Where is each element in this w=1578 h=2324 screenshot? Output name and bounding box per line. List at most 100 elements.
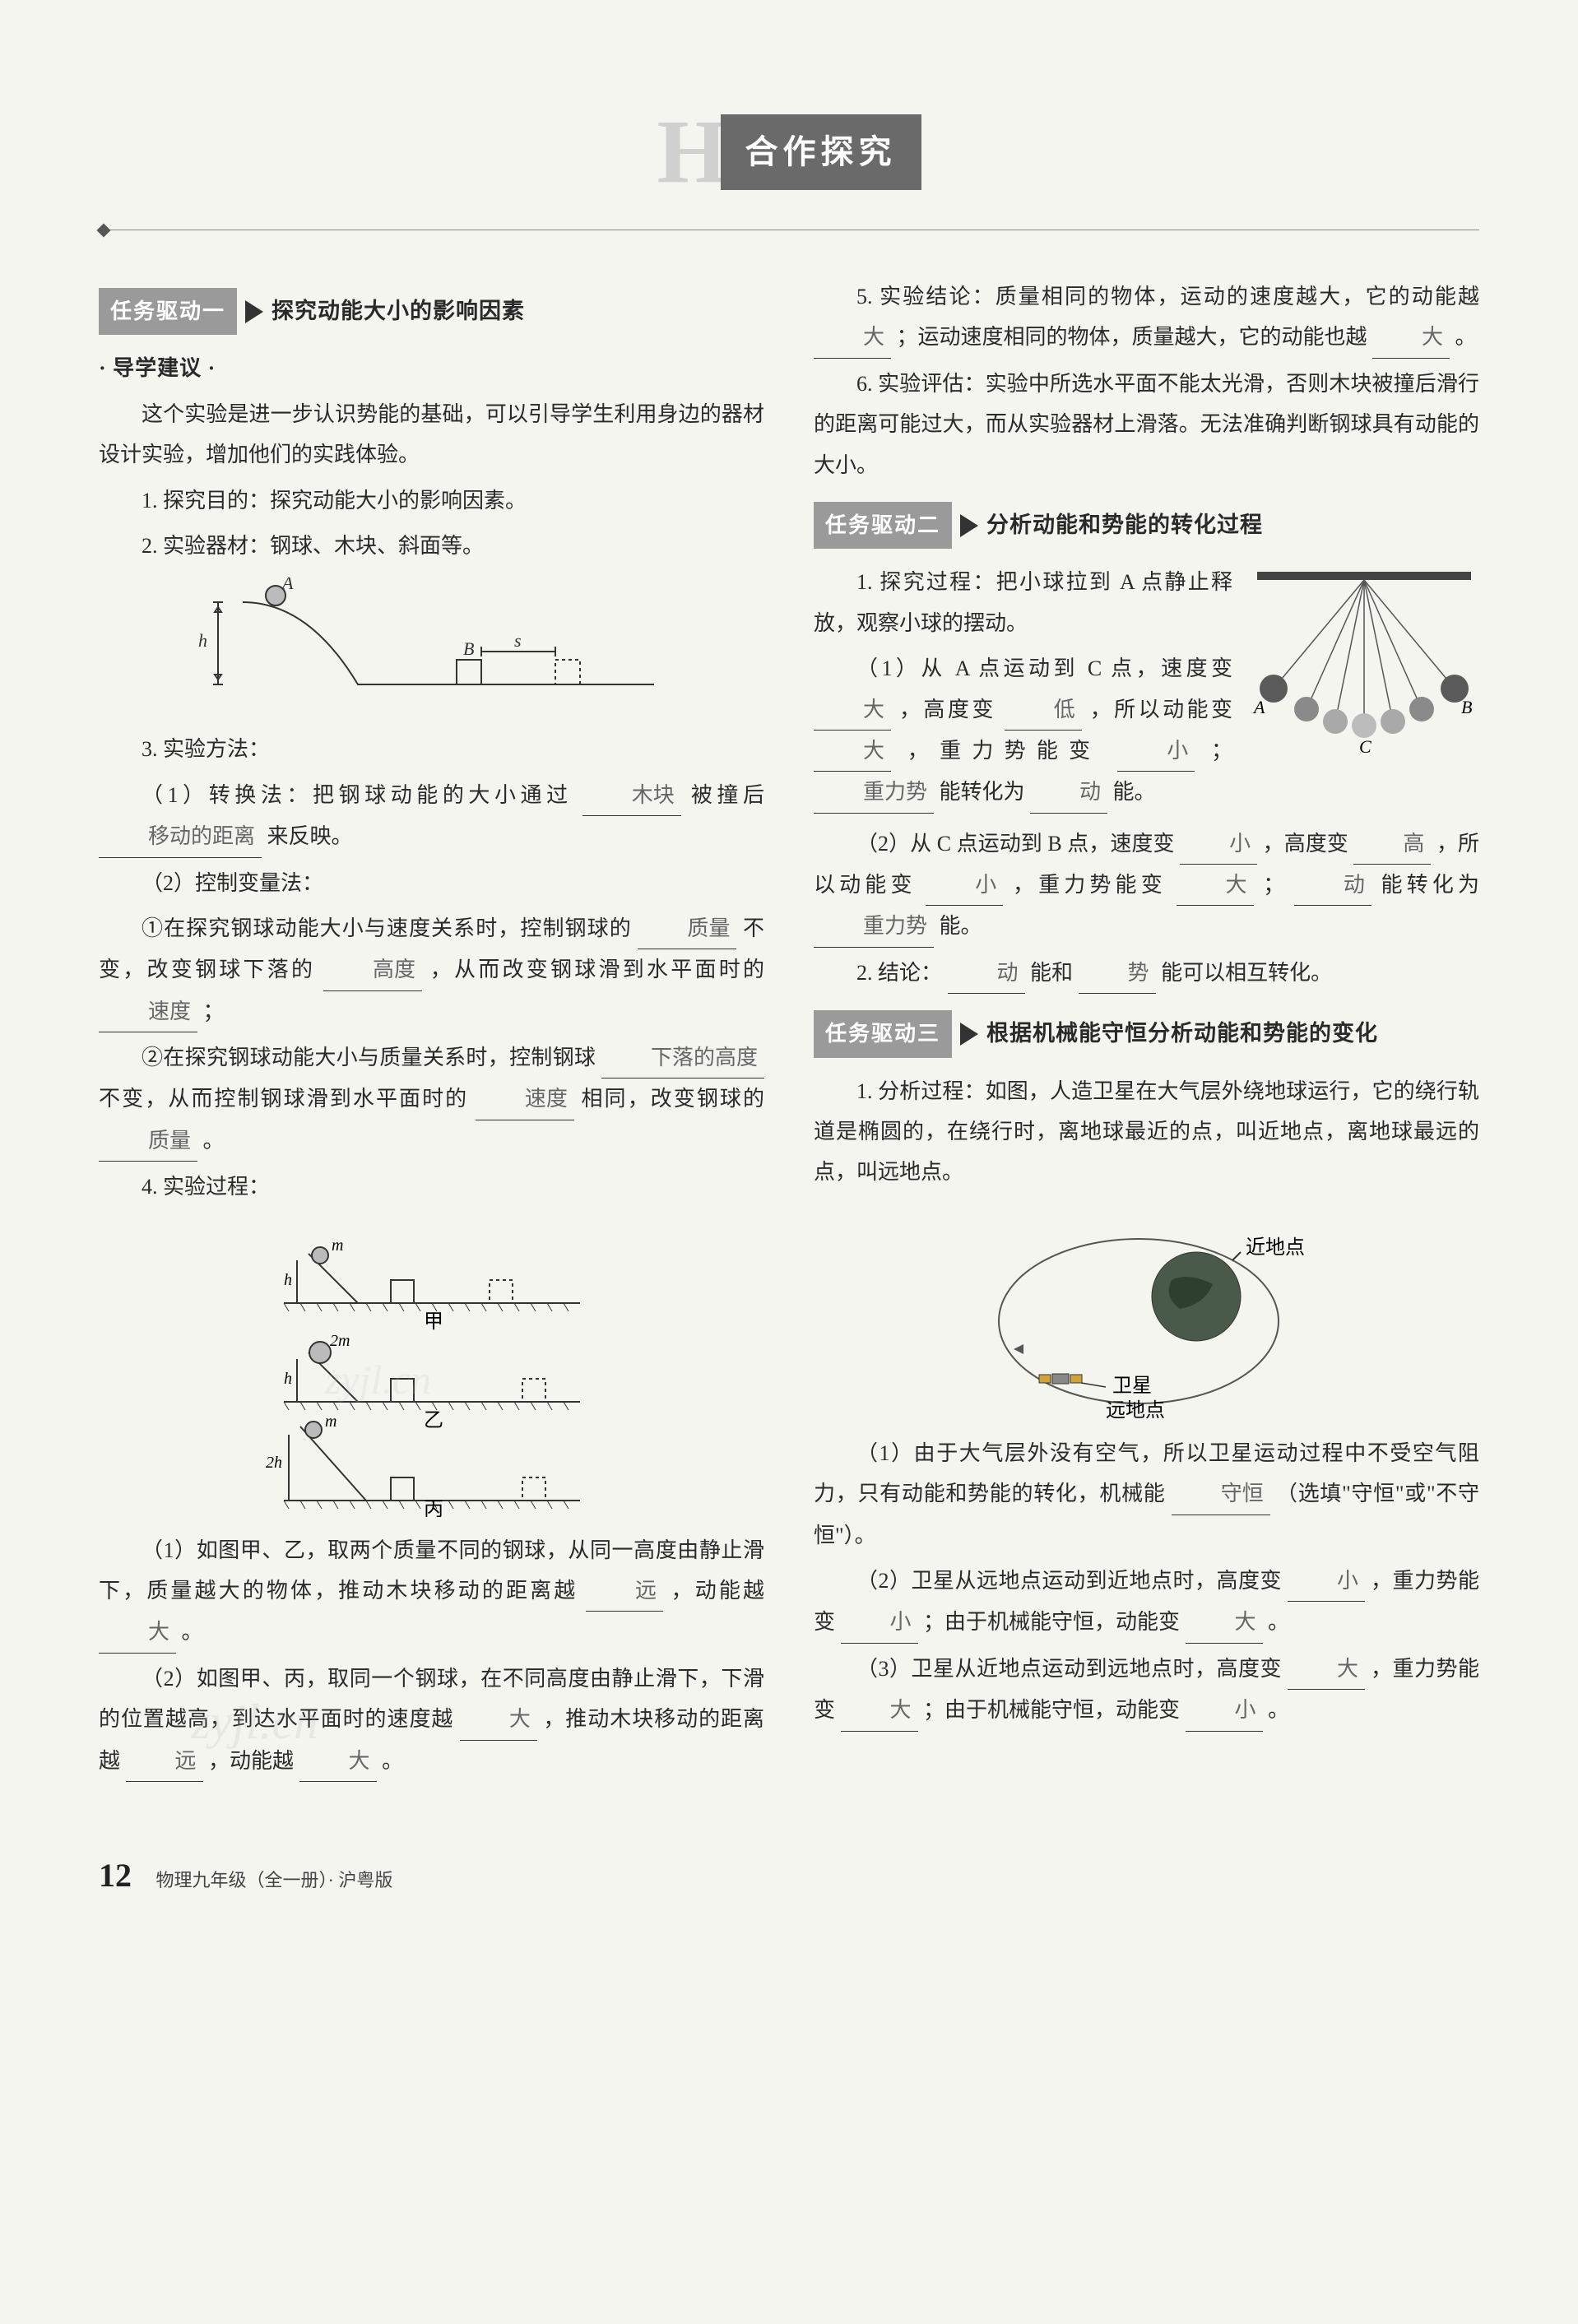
svg-text:B: B	[1461, 697, 1472, 717]
blank: 移动的距离	[99, 816, 262, 857]
task1-header: 任务驱动一 探究动能大小的影响因素	[99, 288, 764, 335]
blank: 小	[1288, 1561, 1365, 1602]
svg-text:乙: 乙	[424, 1410, 443, 1431]
blank: 势	[1079, 953, 1156, 994]
blank: 大	[99, 1612, 176, 1653]
t1-method2-head: （2）控制变量法：	[99, 863, 764, 903]
text: ，所以动能变	[1090, 698, 1232, 721]
blank: 动	[1030, 772, 1107, 813]
blank: 大	[1186, 1602, 1263, 1643]
t1-p42: （2）如图甲、丙，取同一个钢球，在不同高度由静止滑下，下滑的位置越高，到达水平面…	[99, 1658, 764, 1782]
t1-line2: 2. 实验器材：钢球、木块、斜面等。	[99, 526, 764, 566]
blank: 木块	[582, 775, 681, 816]
svg-text:2m: 2m	[330, 1332, 350, 1350]
text: ；	[1263, 873, 1284, 897]
t2-p2: 2. 结论： 动 能和 势 能可以相互转化。	[814, 953, 1479, 994]
blank: 大	[1177, 865, 1254, 906]
task3-tag: 任务驱动三	[814, 1010, 952, 1057]
guide-heading: · 导学建议 ·	[99, 348, 764, 388]
text: （1）转换法：把钢球动能的大小通过	[142, 783, 573, 807]
text: 不变，从而控制钢球滑到水平面时的	[99, 1087, 468, 1111]
t1r-line5: 5. 实验结论：质量相同的物体，运动的速度越大，它的动能越 大 ；运动速度相同的…	[814, 276, 1479, 359]
t1-method1: （1）转换法：把钢球动能的大小通过 木块 被撞后 移动的距离 来反映。	[99, 775, 764, 858]
blank: 小	[841, 1602, 918, 1643]
blank: 小	[1186, 1690, 1263, 1731]
blank: 守恒	[1172, 1473, 1270, 1515]
svg-text:zyjl.cn: zyjl.cn	[324, 1357, 431, 1403]
svg-text:C: C	[1359, 736, 1371, 754]
text: 2. 结论：	[856, 961, 942, 985]
label-B: B	[463, 638, 474, 659]
label-A: A	[281, 578, 294, 593]
guide-text: 这个实验是进一步认识势能的基础，可以引导学生利用身边的器材设计实验，增加他们的实…	[99, 394, 764, 475]
text: ，高度变	[1263, 832, 1348, 856]
task1-title: 探究动能大小的影响因素	[272, 290, 525, 332]
text: ；由于机械能守恒，动能变	[923, 1698, 1180, 1722]
text: （2）从 C 点运动到 B 点，速度变	[856, 832, 1175, 856]
text: ②在探究钢球动能大小与质量关系时，控制钢球	[142, 1046, 596, 1069]
svg-text:2h: 2h	[266, 1454, 282, 1472]
text: ；运动速度相同的物体，质量越大，它的动能也越	[897, 325, 1367, 349]
watermark: zyjl.cn	[148, 1675, 318, 1769]
satellite-figure: 近地点 卫星 远地点	[814, 1206, 1479, 1420]
svg-text:A: A	[1252, 697, 1265, 717]
text: 能和	[1030, 961, 1073, 985]
t1-cv2: ②在探究钢球动能大小与质量关系时，控制钢球 下落的高度 不变，从而控制钢球滑到水…	[99, 1037, 764, 1162]
task2-header: 任务驱动二 分析动能和势能的转化过程	[814, 502, 1479, 549]
svg-text:丙: 丙	[424, 1499, 443, 1517]
blank: 高	[1353, 823, 1431, 865]
text: （3）卫星从近地点运动到远地点时，高度变	[856, 1657, 1282, 1681]
blank: 下落的高度	[601, 1037, 764, 1079]
text: 能转化为	[1381, 873, 1479, 897]
text: 能转化为	[940, 780, 1025, 804]
header-banner-text: 合作探究	[721, 114, 921, 190]
label-h: h	[198, 630, 207, 651]
text: 。	[203, 1129, 225, 1153]
svg-text:m: m	[332, 1236, 343, 1255]
text: （2）卫星从远地点运动到近地点时，高度变	[856, 1569, 1282, 1593]
page-footer: 12 物理九年级（全一册）· 沪粤版	[99, 1844, 1479, 1907]
text: ；	[203, 1000, 225, 1023]
svg-text:近地点: 近地点	[1246, 1236, 1305, 1259]
ramp-diagram: A h B s	[99, 578, 764, 717]
text: ；由于机械能守恒，动能变	[923, 1610, 1180, 1634]
text: 。	[1268, 1698, 1289, 1722]
content-columns: 任务驱动一 探究动能大小的影响因素 · 导学建议 · 这个实验是进一步认识势能的…	[99, 271, 1479, 1787]
svg-text:h: h	[284, 1271, 292, 1289]
arrow-icon	[960, 1023, 978, 1046]
pendulum-figure: A B C	[1249, 565, 1479, 768]
blank: 大	[814, 689, 891, 731]
three-ramps-diagram: m h 甲 2m h 乙 zyjl.cn	[99, 1221, 764, 1517]
text: 能可以相互转化。	[1161, 961, 1332, 985]
text: ①在探究钢球动能大小与速度关系时，控制钢球的	[142, 916, 632, 940]
text: ，高度变	[899, 698, 996, 721]
t1-p41: （1）如图甲、乙，取两个质量不同的钢球，从同一高度由静止滑下，质量越大的物体，推…	[99, 1530, 764, 1654]
header-big-letter: H	[657, 66, 723, 238]
text: 5. 实验结论：质量相同的物体，运动的速度越大，它的动能越	[856, 285, 1479, 308]
blank: 大	[814, 731, 891, 772]
svg-text:m: m	[325, 1412, 336, 1431]
blank: 远	[586, 1570, 663, 1612]
right-column: 5. 实验结论：质量相同的物体，运动的速度越大，它的动能越 大 ；运动速度相同的…	[814, 271, 1479, 1787]
book-title: 物理九年级（全一册）· 沪粤版	[156, 1870, 393, 1890]
blank: 重力势	[814, 906, 934, 947]
blank: 重力势	[814, 772, 934, 813]
t1-line4: 4. 实验过程：	[99, 1167, 764, 1207]
text: 。	[1268, 1610, 1289, 1634]
blank: 速度	[99, 991, 197, 1032]
text: 。	[182, 1620, 203, 1644]
blank: 大	[460, 1699, 537, 1740]
task2-tag: 任务驱动二	[814, 502, 952, 549]
t1r-line6: 6. 实验评估：实验中所选水平面不能太光滑，否则木块被撞后滑行的距离可能过大，而…	[814, 364, 1479, 485]
text: （1）如图甲、乙，取两个质量不同的钢球，从同一高度由静止滑下，质量越大的物体，推…	[99, 1538, 764, 1603]
text: 。	[1455, 325, 1477, 349]
t3-p12: （2）卫星从远地点运动到近地点时，高度变 小 ，重力势能变 小 ；由于机械能守恒…	[814, 1561, 1479, 1644]
blank: 大	[1288, 1649, 1365, 1690]
blank: 动	[1294, 865, 1371, 906]
blank: 低	[1005, 689, 1082, 731]
t1-cv1: ①在探究钢球动能大小与速度关系时，控制钢球的 质量 不变，改变钢球下落的 高度 …	[99, 908, 764, 1032]
t1-line1: 1. 探究目的：探究动能大小的影响因素。	[99, 480, 764, 521]
task2-title: 分析动能和势能的转化过程	[986, 504, 1263, 546]
text: 能。	[1113, 780, 1156, 804]
text: （1）从 A 点运动到 C 点，速度变	[856, 656, 1232, 680]
